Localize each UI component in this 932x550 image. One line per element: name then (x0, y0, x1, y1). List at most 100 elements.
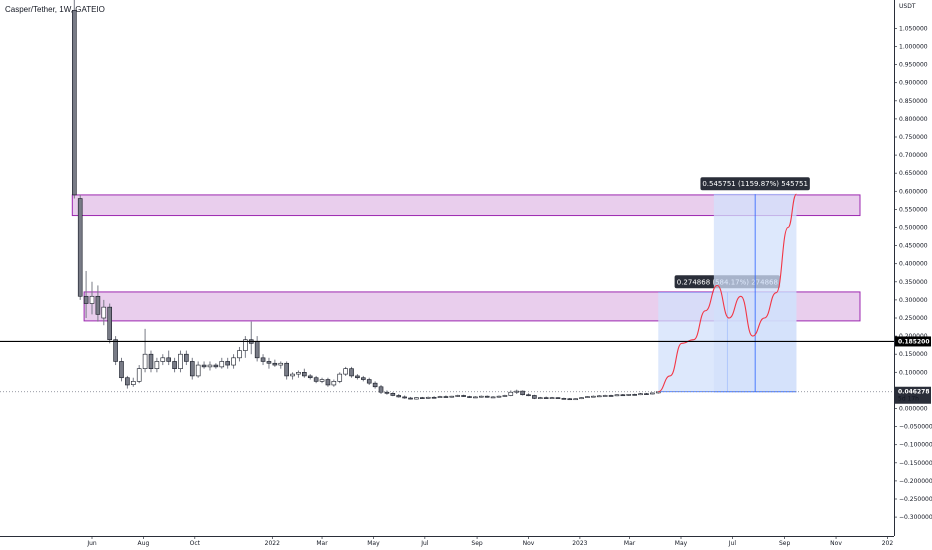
candle-body (537, 397, 543, 399)
candle-body (372, 382, 378, 388)
candle-body (608, 395, 614, 397)
candle-body (266, 361, 272, 364)
candle-body (184, 353, 189, 362)
candle-body (172, 361, 177, 369)
candle-body (579, 397, 584, 400)
candle-body (473, 396, 478, 399)
candle-body (290, 373, 295, 377)
candle-body (408, 397, 413, 400)
price-tick-label: 0.750000 (899, 134, 928, 141)
candle-body (526, 394, 531, 397)
candle-body (402, 396, 407, 399)
candle-body (478, 395, 484, 398)
candle-body (343, 368, 348, 375)
time-tick-label: 2022 (265, 540, 280, 547)
candle-body (585, 396, 590, 398)
candle-body (390, 392, 396, 396)
candle-body (431, 396, 437, 399)
candle-body (113, 339, 118, 362)
current-price-tag (895, 386, 931, 404)
lines-layer (0, 340, 894, 393)
candle-body (284, 362, 289, 377)
time-tick-label: May (367, 540, 380, 547)
price-tick-label: −0.150000 (899, 460, 932, 467)
price-tick-label: 0.250000 (899, 315, 928, 322)
candle-body (207, 364, 213, 368)
price-tick-label: −0.250000 (899, 496, 932, 503)
candle-body (384, 391, 390, 394)
candle-body (378, 386, 384, 393)
price-tick-label: 0.500000 (899, 225, 928, 232)
candle-body (254, 341, 260, 359)
candle-body (272, 362, 278, 366)
candle-body (325, 379, 331, 386)
price-tick-label: 0.600000 (899, 188, 928, 195)
candle-body (443, 396, 449, 398)
price-tick-label: −0.200000 (899, 478, 932, 485)
candle-body (125, 377, 130, 386)
time-tick-label: 202 (882, 540, 894, 547)
candle-body (225, 361, 230, 366)
time-tick-label: Mar (624, 540, 636, 547)
candle-body (361, 377, 366, 380)
candle-body (366, 379, 372, 384)
candle-body (107, 306, 112, 341)
candle-body (650, 392, 655, 395)
measure-label-bg (700, 177, 810, 191)
price-tick-label: 0.900000 (899, 80, 928, 87)
candle-body (148, 353, 154, 369)
candle-body (549, 397, 555, 399)
candle-body (567, 398, 573, 401)
candle-body (337, 373, 343, 382)
candle-body (484, 395, 490, 398)
candle-body (573, 398, 578, 401)
price-tick-label: 0.550000 (899, 206, 928, 213)
candle-body (331, 381, 337, 386)
time-tick-label: Aug (138, 540, 150, 547)
candle-body (626, 394, 632, 396)
candle-body (313, 377, 319, 382)
price-tick-label: −0.300000 (899, 514, 932, 521)
candle-body (89, 295, 95, 304)
candle-body (278, 362, 284, 366)
candle-body (189, 361, 195, 377)
candle-body (219, 361, 225, 368)
candle-body (355, 375, 360, 379)
candle-body (420, 397, 425, 399)
price-tick-label: 0.450000 (899, 243, 928, 250)
candle-body (142, 353, 148, 369)
time-tick-label: Mar (316, 540, 328, 547)
candle-body (638, 393, 643, 396)
candle-body (496, 395, 502, 398)
candle-body (561, 398, 567, 400)
candle-body (195, 364, 201, 377)
candle-body (532, 395, 537, 399)
price-tick-label: 0.100000 (899, 369, 928, 376)
candle-body (596, 395, 602, 398)
measure-label: 0.545751 (1159.87%) 545751 (702, 180, 808, 188)
current-price-label: 0.046278 (898, 389, 930, 396)
candle-body (178, 353, 183, 369)
price-tick-label: 0.850000 (899, 98, 928, 105)
time-tick-label: Jun (86, 540, 97, 547)
projection-layer (658, 193, 797, 393)
candle-body (237, 350, 242, 359)
candle-body (508, 391, 514, 396)
candle-body (130, 381, 136, 385)
time-tick-label: May (675, 540, 688, 547)
candle-body (319, 379, 325, 382)
projection-path (658, 193, 797, 393)
candle-body (166, 357, 171, 362)
price-tick-label: 0.650000 (899, 170, 928, 177)
candle-body (95, 295, 101, 315)
time-tick-label: Oct (190, 540, 201, 547)
candle-body (260, 357, 266, 362)
price-tick-label: 0.150000 (899, 351, 928, 358)
candle-body (302, 371, 307, 377)
price-tick-label: 1.050000 (899, 25, 928, 32)
candle-body (455, 395, 461, 397)
candle-body (296, 371, 301, 375)
candle-body (591, 395, 596, 398)
